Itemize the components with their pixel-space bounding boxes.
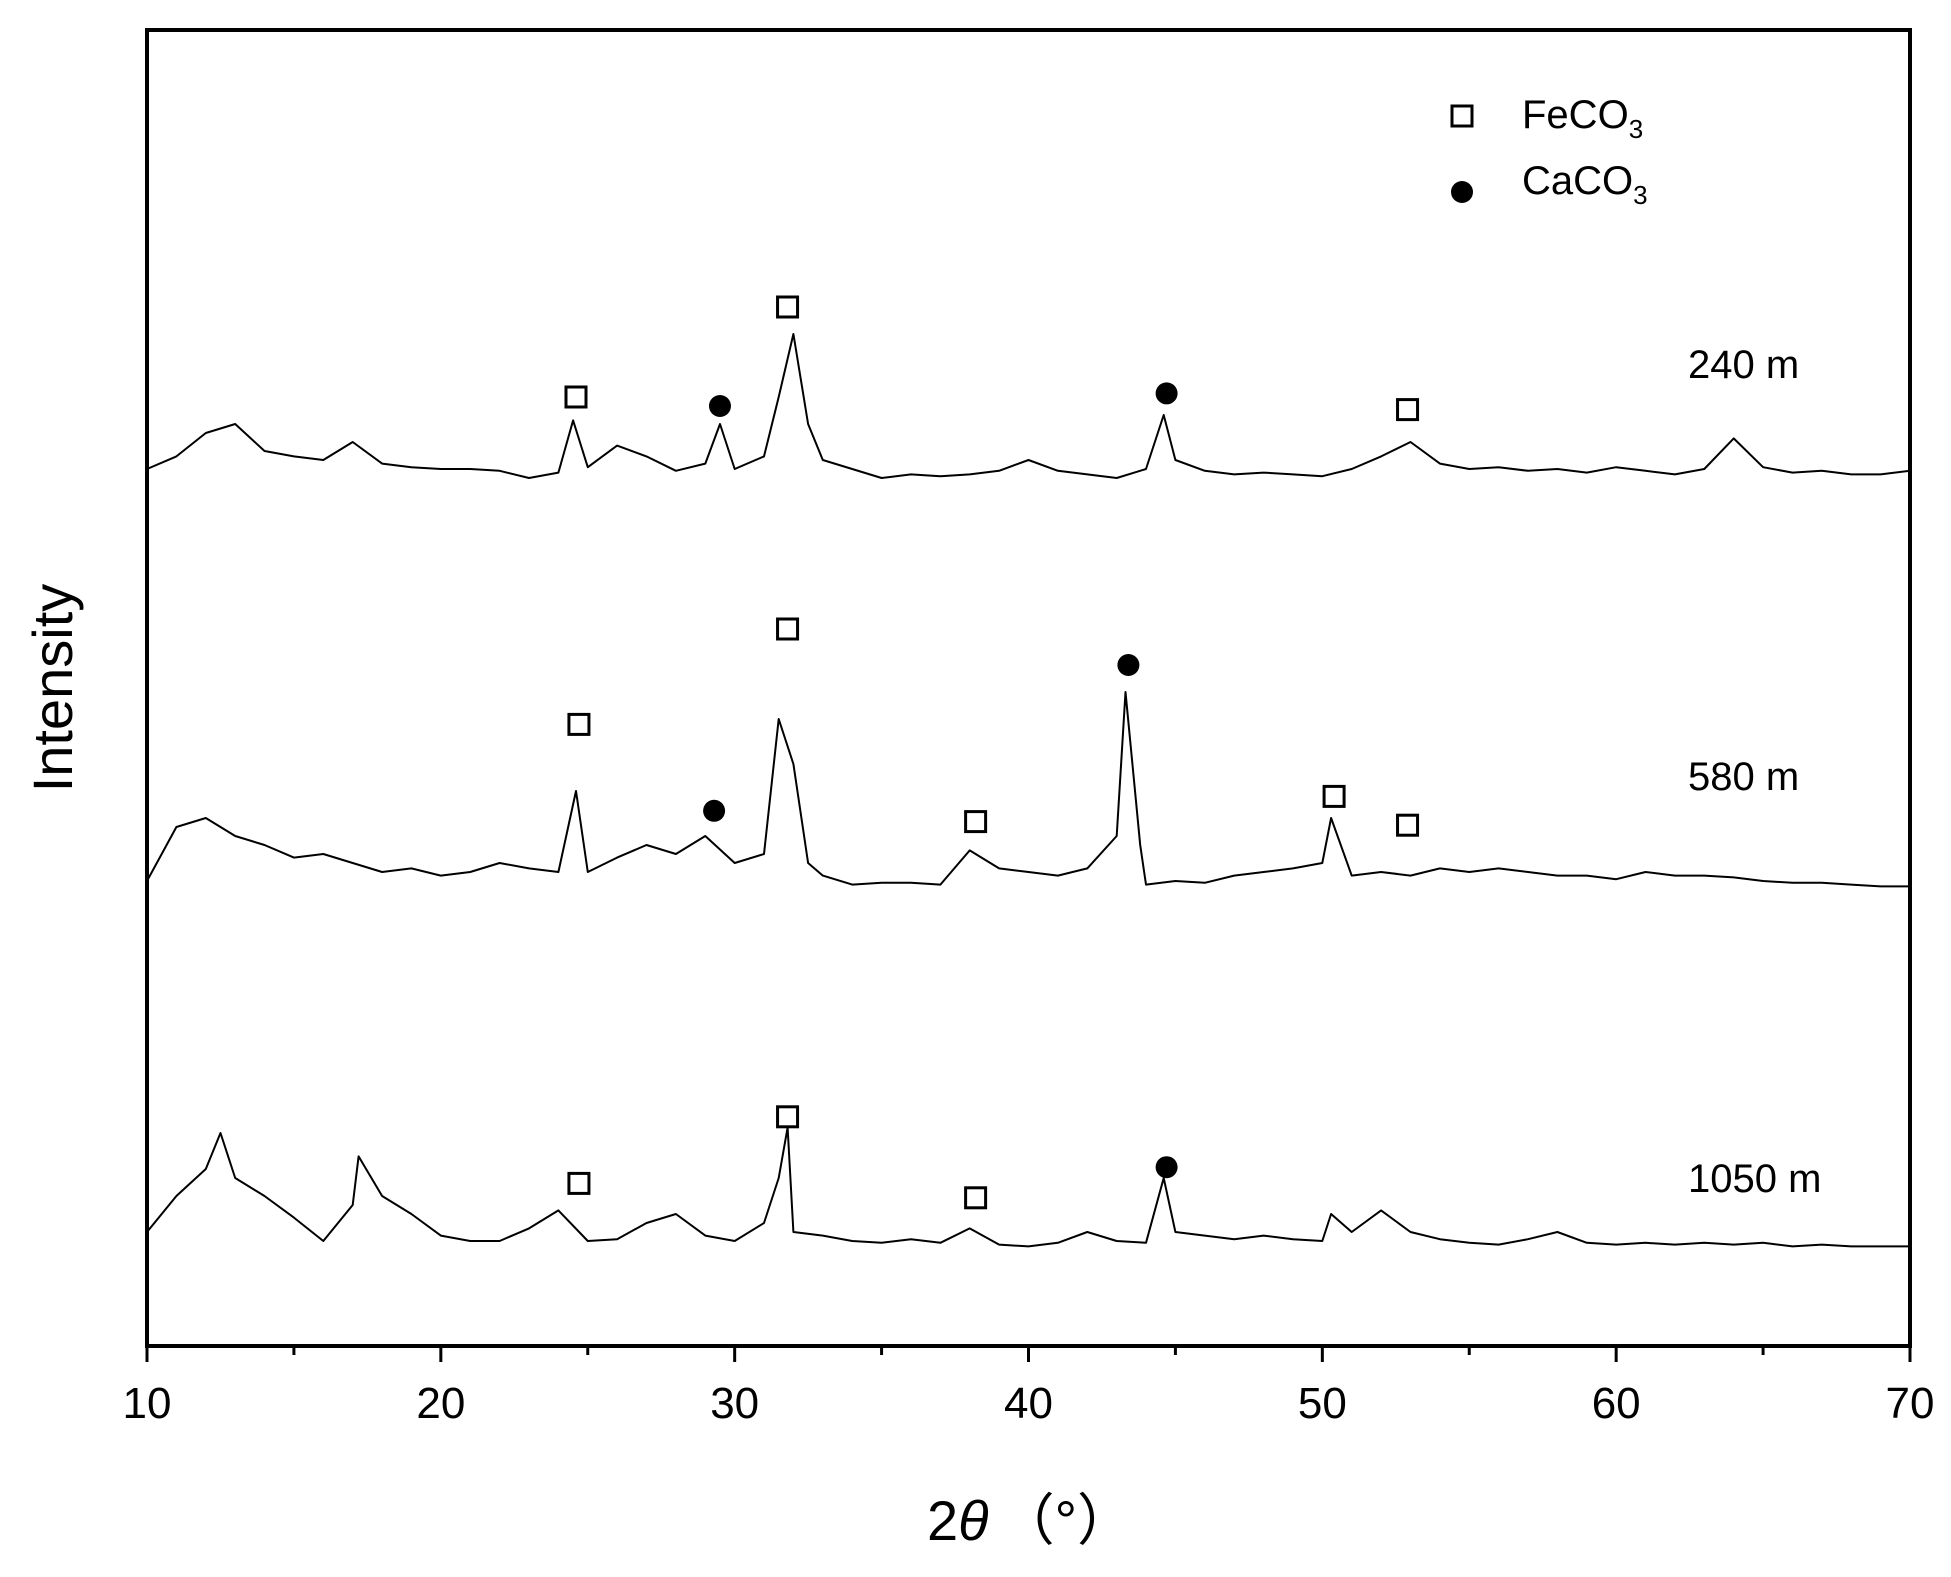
x-tick-label: 70	[1886, 1379, 1935, 1428]
feco3-peak-marker	[1396, 398, 1420, 422]
x-tick-label: 20	[416, 1379, 465, 1428]
legend-feco3-label: FeCO	[1522, 93, 1629, 137]
series-line-580m	[146, 691, 1910, 888]
caco3-peak-marker	[708, 395, 731, 417]
series-label-580m: 580 m	[1688, 755, 1799, 799]
x-tick-label: 50	[1298, 1379, 1347, 1428]
x-axis-ticks: 10 20 30 40 50 60 70	[123, 1346, 1935, 1428]
caco3-peak-marker	[1117, 654, 1140, 676]
feco3-peak-marker	[964, 810, 988, 834]
svg-text:FeCO3: FeCO3	[1522, 93, 1643, 144]
x-axis-title-unit: （°）	[999, 1489, 1133, 1552]
feco3-peak-marker	[567, 712, 591, 736]
series-layer	[146, 333, 1911, 1248]
feco3-peak-marker	[776, 295, 800, 319]
legend-caco3-subscript: 3	[1633, 180, 1647, 210]
x-tick-label: 40	[1004, 1379, 1053, 1428]
feco3-peak-marker	[1322, 784, 1346, 808]
x-axis-title-theta: θ	[958, 1489, 988, 1552]
series-label-1050m: 1050 m	[1688, 1157, 1821, 1201]
caco3-peak-marker	[1155, 382, 1178, 405]
feco3-peak-marker	[1396, 813, 1420, 837]
y-axis-title: Intensity	[21, 584, 84, 793]
x-tick-label: 60	[1592, 1379, 1641, 1428]
series-line-1050m	[146, 1126, 1910, 1248]
feco3-peak-marker	[776, 1105, 800, 1129]
x-axis-title: 2θ （°）	[927, 1489, 1133, 1552]
legend-feco3-subscript: 3	[1629, 114, 1643, 144]
feco3-peak-marker	[567, 1171, 591, 1195]
legend-square-icon	[1450, 104, 1474, 128]
legend-caco3-label: CaCO	[1522, 159, 1633, 203]
plot-frame	[145, 28, 1912, 1348]
peak-marker-layer	[564, 295, 1420, 1210]
legend: FeCO3 CaCO3	[1450, 93, 1648, 210]
caco3-peak-marker	[703, 799, 726, 822]
svg-text:CaCO3: CaCO3	[1522, 159, 1648, 210]
feco3-peak-marker	[776, 617, 800, 641]
feco3-peak-marker	[564, 385, 588, 409]
series-label-240m: 240 m	[1688, 343, 1799, 387]
caco3-peak-marker	[1155, 1156, 1178, 1179]
feco3-peak-marker	[964, 1186, 988, 1210]
x-tick-label: 30	[710, 1379, 759, 1428]
x-axis-title-prefix: 2	[927, 1489, 958, 1552]
x-tick-label: 10	[123, 1379, 172, 1428]
legend-circle-icon	[1451, 181, 1473, 203]
series-line-240m	[146, 333, 1911, 479]
